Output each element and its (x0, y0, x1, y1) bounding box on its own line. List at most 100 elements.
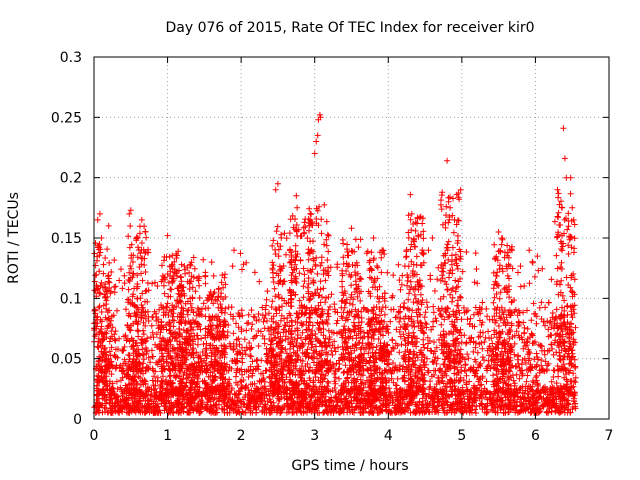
data-point (111, 336, 118, 343)
data-point (202, 280, 209, 287)
data-point (197, 326, 204, 333)
data-point (484, 313, 491, 320)
data-point (106, 279, 113, 286)
data-point (464, 351, 471, 358)
data-point (433, 360, 440, 367)
data-point (255, 328, 262, 334)
data-point (302, 223, 309, 230)
data-point (474, 349, 481, 356)
data-point (274, 223, 281, 230)
data-point (191, 265, 198, 272)
data-point (234, 382, 241, 388)
data-point (396, 318, 403, 325)
data-point (102, 255, 109, 261)
data-point (241, 336, 248, 343)
data-point (258, 370, 264, 377)
data-point (331, 306, 338, 313)
data-point (431, 339, 437, 346)
data-point (314, 409, 321, 416)
data-point (104, 246, 111, 253)
data-point (112, 354, 119, 361)
data-point (249, 358, 256, 365)
data-point (194, 341, 201, 348)
data-point (331, 338, 338, 345)
data-point (421, 344, 428, 351)
data-point (339, 278, 345, 285)
data-point (331, 370, 338, 377)
data-point (542, 304, 549, 311)
data-point (398, 409, 405, 416)
data-point (267, 341, 274, 348)
data-point (479, 345, 486, 352)
data-point (424, 304, 431, 311)
data-point (134, 327, 141, 334)
chart-title: Day 076 of 2015, Rate Of TEC Index for r… (165, 20, 534, 36)
data-point (202, 313, 209, 320)
data-point (463, 340, 469, 347)
data-point (390, 360, 396, 366)
data-point (197, 355, 204, 362)
data-point (259, 304, 266, 311)
data-point (459, 384, 466, 391)
data-point (532, 310, 539, 317)
data-point (323, 218, 330, 225)
data-point (300, 294, 307, 301)
data-point (307, 296, 314, 303)
data-point (545, 333, 552, 340)
data-point (479, 375, 486, 381)
data-point (266, 310, 272, 317)
data-point (140, 319, 147, 326)
data-point (357, 409, 364, 416)
data-point (158, 377, 165, 384)
data-point (133, 234, 140, 241)
data-point (468, 334, 475, 341)
data-point (160, 373, 166, 380)
data-point (325, 306, 332, 313)
data-point (332, 367, 339, 374)
data-point (542, 358, 549, 365)
data-point (100, 261, 107, 268)
data-point (483, 409, 490, 416)
data-point (127, 223, 134, 229)
data-point (120, 347, 127, 354)
data-point (246, 340, 253, 346)
data-point (166, 373, 173, 380)
data-point (308, 269, 315, 276)
data-point (196, 295, 203, 301)
data-point (530, 340, 537, 347)
data-point (289, 322, 296, 329)
data-point (394, 375, 401, 382)
data-point (196, 282, 203, 289)
data-point (169, 280, 176, 286)
data-point (253, 357, 260, 364)
data-point (286, 230, 293, 237)
data-point (272, 293, 279, 300)
data-point (387, 318, 394, 325)
data-point (342, 339, 349, 346)
data-point (135, 244, 141, 251)
data-point (472, 304, 479, 311)
data-point (253, 317, 260, 324)
data-point (428, 326, 435, 333)
data-point (335, 366, 342, 373)
data-point (341, 323, 348, 330)
data-point (270, 313, 277, 320)
data-point (340, 369, 347, 376)
data-point (519, 372, 526, 379)
data-point (327, 303, 333, 310)
data-point (339, 236, 346, 243)
data-point (119, 374, 126, 381)
data-point (478, 381, 485, 388)
data-point (411, 291, 418, 298)
data-point (142, 269, 149, 275)
data-point (368, 249, 375, 256)
data-point (384, 269, 391, 276)
data-point (144, 335, 151, 342)
data-point (475, 378, 482, 385)
data-point (278, 345, 285, 352)
data-point (433, 381, 440, 388)
data-point (542, 322, 549, 329)
data-point (304, 284, 311, 291)
data-point (393, 326, 400, 333)
